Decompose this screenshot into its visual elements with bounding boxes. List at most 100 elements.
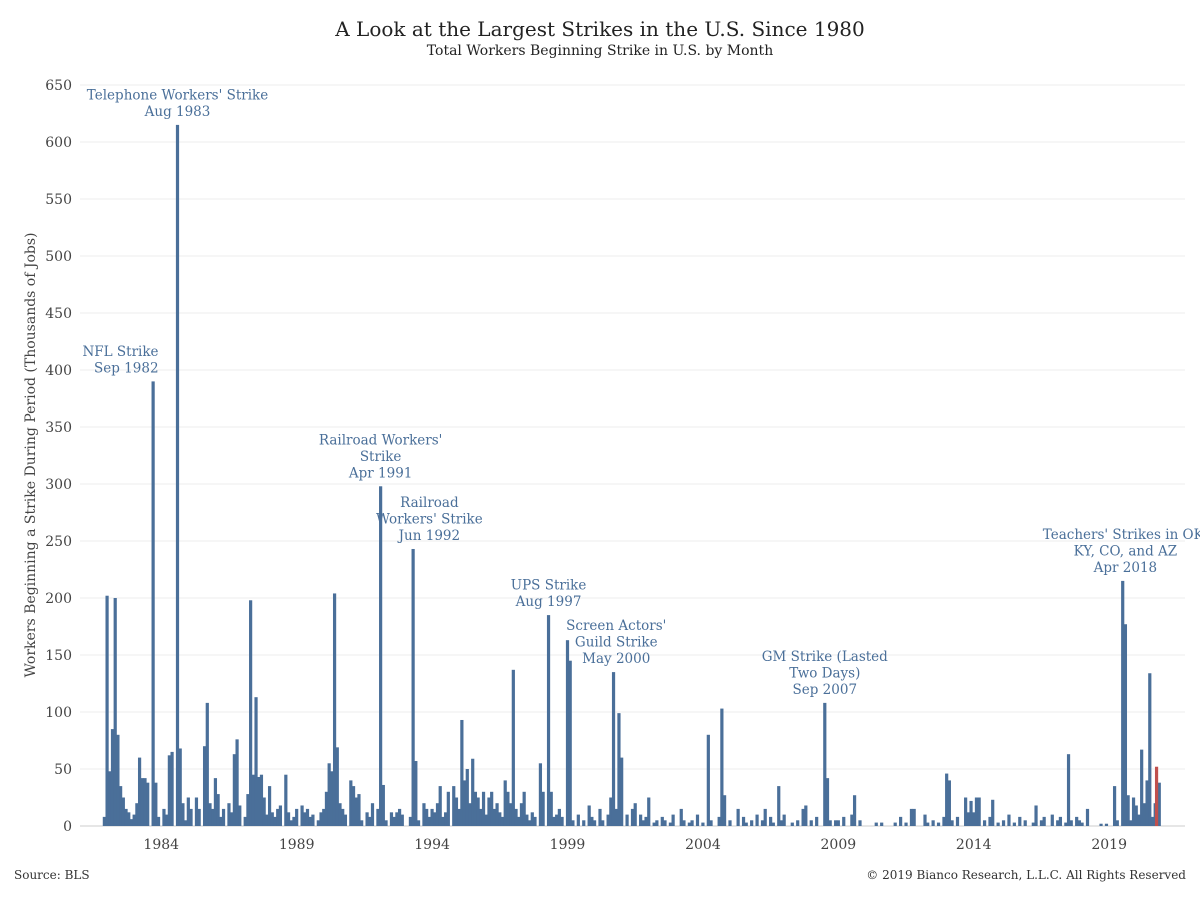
bar [923, 814, 927, 826]
bar [484, 814, 488, 826]
bar [769, 816, 773, 826]
bar [687, 822, 691, 826]
bar [904, 822, 908, 826]
x-tick-label: 2014 [956, 837, 992, 853]
bar [1104, 823, 1109, 826]
bar [249, 600, 253, 826]
bar [105, 595, 109, 826]
bar [517, 816, 521, 826]
annotation-line: May 2000 [582, 651, 650, 667]
bar [230, 812, 234, 826]
bar [982, 820, 987, 826]
bar [709, 820, 713, 826]
x-tick-label: 1984 [143, 837, 179, 853]
bar [1080, 822, 1084, 826]
bar [332, 593, 337, 826]
y-tick-label: 400 [45, 363, 72, 379]
bar [292, 816, 296, 826]
annotation-line: Workers' Strike [376, 511, 483, 527]
y-tick-label: 200 [45, 591, 72, 607]
bar [446, 791, 450, 826]
bar [303, 812, 307, 826]
bar [592, 820, 597, 826]
bar [506, 791, 510, 826]
bar [1142, 803, 1146, 826]
chart-subtitle: Total Workers Beginning Strike in U.S. b… [426, 43, 774, 59]
annotation-line: Teachers' Strikes in OK, [1043, 527, 1200, 543]
bar [1007, 814, 1011, 826]
annotation-line: Telephone Workers' Strike [87, 87, 268, 103]
bar [815, 816, 819, 826]
bar [273, 816, 277, 826]
bar [395, 812, 399, 826]
bar [549, 791, 553, 826]
bar [972, 812, 976, 826]
annotation-line: UPS Strike [511, 578, 587, 594]
bar [546, 615, 551, 826]
bar [633, 803, 637, 826]
bar [238, 805, 242, 826]
annotation-line: Railroad [400, 495, 459, 511]
bar [471, 758, 475, 826]
bar [647, 797, 651, 826]
bar [392, 816, 396, 826]
bar [942, 816, 946, 826]
bar [202, 746, 207, 826]
annotation-line: NFL Strike [82, 344, 158, 360]
gridlines [80, 84, 1185, 827]
bar [679, 808, 683, 826]
bar [300, 805, 304, 826]
bar [576, 814, 580, 826]
bar [760, 820, 765, 826]
bar [376, 808, 380, 826]
bar [912, 808, 916, 826]
bar [194, 797, 199, 826]
bar [538, 763, 543, 826]
bar [530, 812, 534, 826]
bar [1039, 820, 1044, 826]
bar [479, 808, 483, 826]
bar [779, 820, 784, 826]
bar [1058, 816, 1063, 826]
bar [227, 803, 231, 826]
bar [850, 814, 854, 826]
bar [744, 822, 748, 826]
bar [706, 734, 710, 826]
bar [880, 822, 884, 826]
bar [189, 808, 193, 826]
bar [858, 820, 862, 826]
bar [175, 124, 180, 826]
annotation-line: Sep 1982 [94, 360, 159, 376]
bar [1145, 780, 1149, 826]
bar [601, 820, 605, 826]
y-axis-label: Workers Beginning a Strike During Period… [23, 232, 39, 677]
bar [1123, 624, 1128, 826]
bar [416, 820, 421, 826]
bar [852, 795, 857, 826]
bar [701, 822, 705, 826]
bar [936, 822, 941, 826]
bar [1099, 823, 1103, 826]
bar [384, 820, 388, 826]
bar [427, 816, 431, 826]
bar [541, 791, 545, 826]
bar [265, 814, 269, 826]
bar [609, 797, 613, 826]
bar [235, 739, 239, 826]
bar [899, 816, 903, 826]
bar [947, 780, 951, 826]
bar [460, 719, 464, 826]
annotation-line: Apr 1991 [348, 465, 413, 481]
bar [801, 808, 805, 826]
annotation-line: GM Strike (Lasted [762, 649, 888, 665]
bar [197, 808, 201, 826]
bar [796, 820, 800, 826]
bar [1042, 816, 1046, 826]
bar [991, 799, 995, 826]
bar [823, 702, 827, 826]
bar [1085, 808, 1090, 826]
bar [322, 808, 326, 826]
y-tick-label: 50 [54, 762, 72, 778]
